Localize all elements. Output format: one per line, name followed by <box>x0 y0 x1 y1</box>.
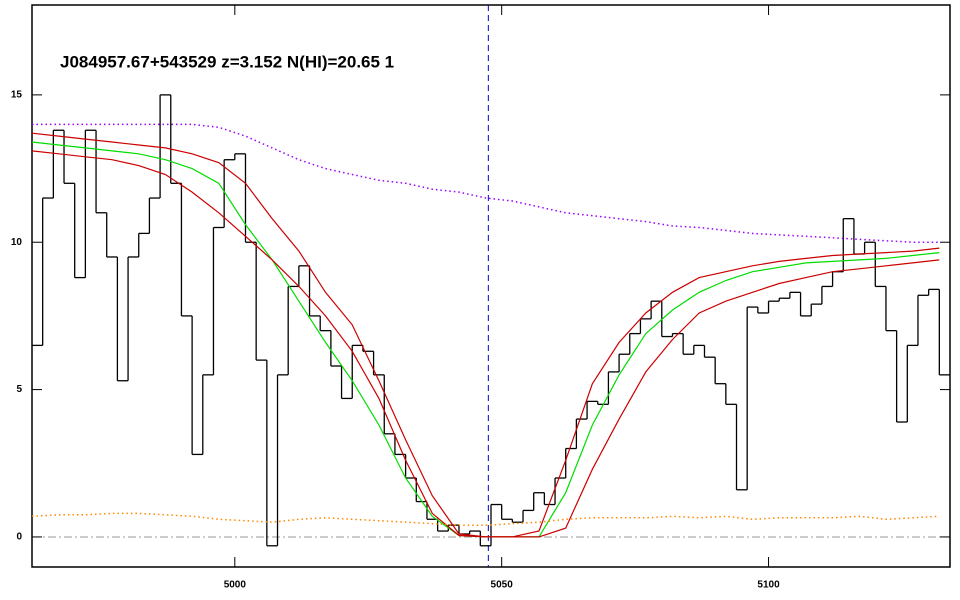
model-line <box>32 132 940 538</box>
x-tick-label: 5050 <box>491 580 514 591</box>
y-tick-label: 15 <box>11 90 23 101</box>
plot-area <box>32 5 950 567</box>
plot-frame <box>31 4 951 568</box>
y-tick-label: 0 <box>16 532 22 543</box>
x-tick-label: 5000 <box>224 580 247 591</box>
model-line <box>32 512 940 526</box>
model-line <box>32 150 940 538</box>
y-tick-label: 10 <box>11 237 23 248</box>
y-tick-label: 5 <box>16 384 22 395</box>
x-tick-label: 5100 <box>757 580 780 591</box>
model-line <box>32 123 940 243</box>
chart-title: J084957.67+543529 z=3.152 N(HI)=20.65 1 <box>60 52 394 71</box>
model-line <box>32 141 940 538</box>
